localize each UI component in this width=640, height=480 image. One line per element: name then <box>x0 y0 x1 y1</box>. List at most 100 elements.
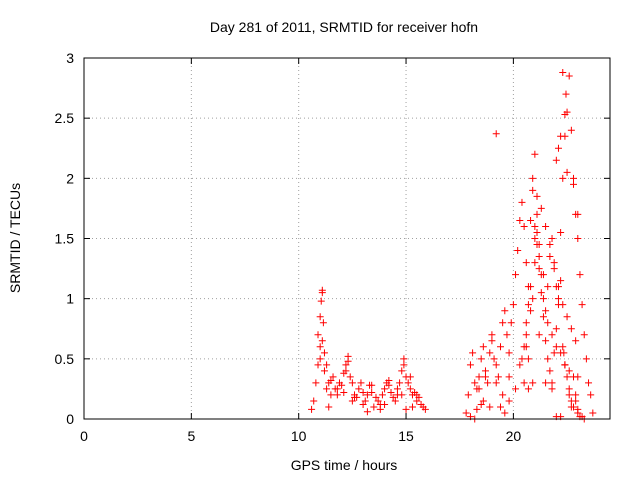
data-point <box>398 391 406 399</box>
data-point <box>542 222 550 230</box>
data-point <box>413 397 421 405</box>
data-point <box>402 405 410 413</box>
data-point <box>546 241 554 249</box>
data-point <box>477 355 485 363</box>
data-point <box>574 210 582 218</box>
data-point <box>557 277 565 285</box>
data-point <box>572 397 580 405</box>
data-point <box>562 90 570 98</box>
data-point <box>550 259 558 267</box>
data-point <box>363 408 371 416</box>
data-point <box>387 389 395 397</box>
data-point <box>546 253 554 261</box>
data-point <box>340 369 348 377</box>
data-point <box>516 216 524 224</box>
x-tick-label: 15 <box>398 428 414 444</box>
data-point <box>505 349 513 357</box>
data-point <box>512 271 520 279</box>
data-point <box>567 403 575 411</box>
grid <box>84 58 610 419</box>
data-point <box>567 325 575 333</box>
data-point <box>393 385 401 393</box>
data-point <box>466 361 474 369</box>
axis-ticks <box>83 57 610 420</box>
data-point <box>359 389 367 397</box>
data-point <box>310 397 318 405</box>
data-point <box>554 295 562 303</box>
data-point <box>376 405 384 413</box>
data-point <box>529 295 537 303</box>
data-point <box>372 393 380 401</box>
data-point <box>398 367 406 375</box>
data-point <box>542 379 550 387</box>
data-point <box>338 381 346 389</box>
data-point <box>582 355 590 363</box>
data-point <box>563 168 571 176</box>
data-point <box>548 385 556 393</box>
data-point <box>539 313 547 321</box>
x-tick-label: 20 <box>506 428 522 444</box>
data-point <box>381 401 389 409</box>
data-point <box>570 373 578 381</box>
data-point <box>475 385 483 393</box>
data-point <box>565 391 573 399</box>
data-point <box>400 355 408 363</box>
data-point <box>578 301 586 309</box>
data-point <box>486 403 494 411</box>
data-point <box>507 319 515 327</box>
data-point <box>494 373 502 381</box>
data-point <box>503 331 511 339</box>
data-point <box>533 210 541 218</box>
data-point <box>473 405 481 413</box>
data-point <box>486 349 494 357</box>
data-point <box>565 367 573 375</box>
y-tick-label: 2.5 <box>55 110 75 126</box>
data-point <box>559 301 567 309</box>
x-tick-label: 10 <box>291 428 307 444</box>
data-point <box>312 379 320 387</box>
data-point <box>548 235 556 242</box>
data-point <box>408 403 416 411</box>
data-point <box>344 357 352 365</box>
data-point <box>351 393 359 401</box>
data-point <box>522 343 530 351</box>
data-point <box>524 385 532 393</box>
data-point <box>516 361 524 369</box>
data-point <box>475 373 483 381</box>
x-tick-label: 0 <box>80 428 88 444</box>
data-point <box>552 156 560 164</box>
data-point <box>492 130 500 138</box>
data-point <box>400 361 408 369</box>
data-point <box>522 259 530 267</box>
data-points <box>308 68 597 423</box>
data-point <box>497 343 505 351</box>
data-point <box>374 397 382 405</box>
data-point <box>572 391 580 399</box>
data-point <box>389 393 397 401</box>
data-point <box>529 174 537 182</box>
data-point <box>499 319 507 327</box>
data-point <box>320 349 328 357</box>
data-point <box>406 373 414 381</box>
data-point <box>316 313 324 321</box>
data-point <box>499 391 507 399</box>
data-point <box>396 379 404 387</box>
data-point <box>539 295 547 303</box>
data-point <box>319 319 327 327</box>
data-point <box>317 297 325 305</box>
data-point <box>481 373 489 381</box>
data-point <box>542 337 550 345</box>
data-point <box>574 409 582 417</box>
data-point <box>342 361 350 369</box>
data-point <box>565 385 573 393</box>
data-point <box>505 373 513 381</box>
data-point <box>535 253 543 261</box>
x-axis-label: GPS time / hours <box>291 457 398 473</box>
data-point <box>557 228 565 236</box>
data-point <box>589 409 597 417</box>
data-point <box>552 325 560 333</box>
data-point <box>488 331 496 339</box>
data-point <box>325 403 333 411</box>
data-point <box>462 409 470 417</box>
data-point <box>531 150 539 158</box>
